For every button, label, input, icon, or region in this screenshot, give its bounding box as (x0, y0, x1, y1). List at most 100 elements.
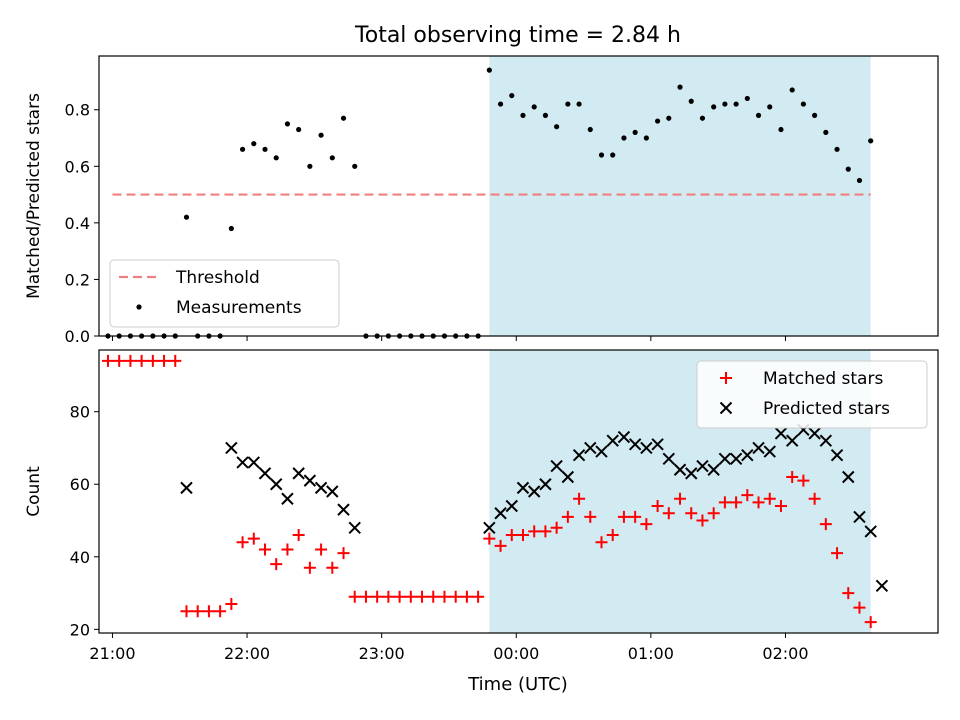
data-point (640, 441, 653, 455)
ratio-panel: 0.0 0.2 0.4 0.6 0.8 Matched/Predicted stars Th… (24, 55, 939, 346)
data-point (497, 101, 504, 107)
data-point (621, 135, 627, 141)
data-point (685, 467, 698, 480)
data-point (449, 590, 462, 603)
axes-frame (98, 349, 939, 634)
data-point (101, 354, 114, 367)
data-point (677, 84, 683, 90)
data-point (494, 539, 507, 552)
data-point (494, 507, 507, 520)
data-point (606, 434, 619, 447)
data-point (610, 152, 616, 158)
data-point (251, 141, 257, 147)
data-point (617, 510, 630, 523)
data-point (763, 445, 776, 458)
y-tick-label: 0.8 (65, 101, 90, 120)
legend: Matched stars Predicted stars (696, 360, 928, 429)
data-point (124, 354, 137, 367)
y-tick-label: 40 (70, 548, 90, 567)
data-point (329, 155, 335, 161)
data-point (348, 590, 361, 603)
data-point (800, 101, 807, 107)
data-point (520, 112, 526, 118)
data-point (483, 521, 496, 534)
data-point (651, 500, 664, 513)
legend-swatch (136, 304, 142, 310)
data-point (718, 496, 731, 509)
data-point (542, 112, 549, 118)
data-point (281, 543, 294, 556)
data-point (550, 521, 563, 534)
data-point (296, 126, 302, 133)
data-point (752, 496, 765, 509)
data-point (819, 518, 832, 531)
data-point (666, 115, 672, 121)
data-point (786, 470, 799, 483)
shaded-interval (489, 56, 871, 336)
data-point (528, 525, 541, 538)
data-point (808, 427, 821, 440)
data-point (595, 445, 608, 458)
data-point (632, 129, 638, 135)
data-point (281, 492, 294, 505)
legend: Threshold Measurements (109, 259, 340, 328)
data-point (416, 590, 429, 603)
data-point (643, 135, 649, 141)
y-tick-label: 80 (70, 403, 90, 422)
data-point (273, 155, 279, 161)
data-point (842, 587, 855, 600)
data-point (516, 481, 530, 495)
data-point (797, 474, 810, 487)
y-tick-label: 0.2 (65, 270, 90, 289)
legend-swatch (720, 372, 732, 384)
x-tick-label: 22:00 (224, 644, 270, 663)
data-point (183, 214, 190, 220)
data-point (674, 492, 687, 505)
data-point (228, 225, 234, 232)
legend-box (696, 360, 928, 429)
data-point (382, 590, 395, 603)
data-point (258, 467, 272, 480)
axes-frame (98, 55, 939, 337)
data-point (685, 507, 698, 520)
data-point (337, 547, 350, 560)
data-point (340, 115, 347, 121)
data-point (486, 67, 492, 73)
data-point (864, 525, 877, 538)
x-axis-label: Time (UTC) (467, 674, 568, 695)
data-point (438, 590, 451, 603)
data-point (292, 529, 305, 542)
data-point (427, 590, 440, 603)
data-point (307, 163, 313, 169)
data-point (573, 492, 586, 505)
data-point (180, 481, 193, 495)
data-point (326, 561, 339, 574)
data-point (539, 478, 552, 491)
data-point (146, 354, 159, 367)
data-point (853, 601, 866, 614)
data-point (606, 529, 619, 542)
y-tick-label: 60 (70, 475, 90, 494)
data-point (842, 470, 855, 484)
data-point (696, 514, 709, 527)
data-point (774, 427, 788, 440)
x-tick-label: 23:00 (359, 644, 405, 663)
data-point (505, 529, 518, 542)
data-point (587, 126, 593, 133)
data-point (527, 485, 541, 498)
data-point (654, 118, 661, 124)
data-point (730, 496, 743, 509)
data-point (696, 459, 709, 473)
data-point (225, 597, 238, 610)
data-point (823, 129, 829, 135)
data-point (315, 543, 328, 556)
data-point (853, 510, 866, 524)
data-point (393, 590, 406, 603)
data-point (303, 474, 317, 487)
legend-label: Matched stars (763, 369, 883, 389)
data-point (733, 101, 739, 107)
data-point (270, 558, 283, 571)
data-point (550, 459, 563, 473)
data-point (778, 126, 784, 133)
